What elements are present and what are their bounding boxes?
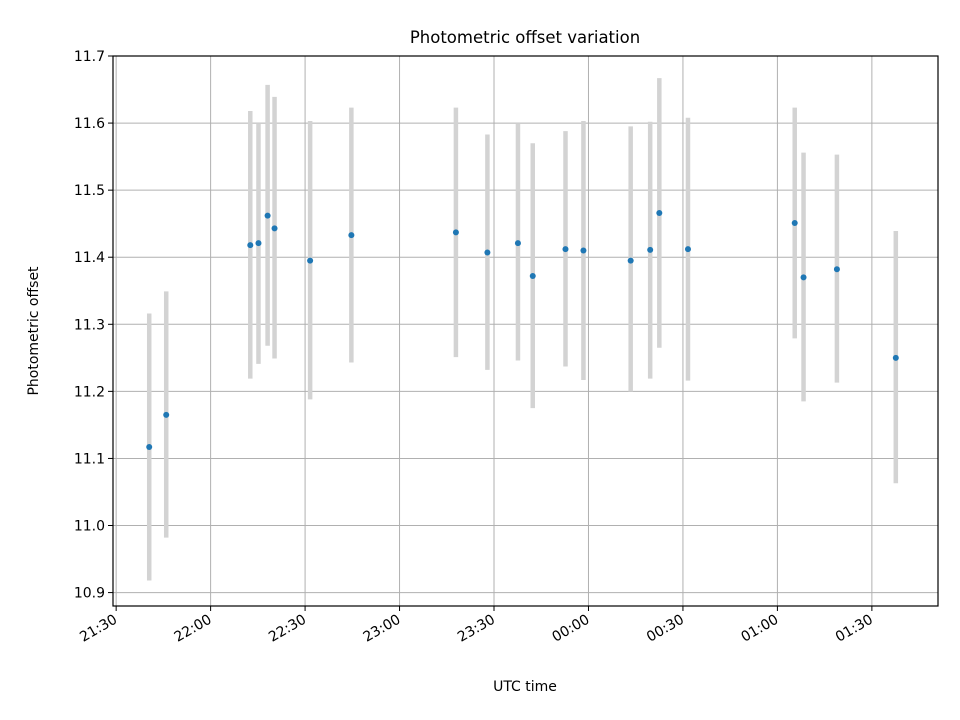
plot-frame <box>112 55 939 607</box>
chart-title: Photometric offset variation <box>410 28 640 47</box>
data-point <box>647 246 654 253</box>
data-point <box>656 209 663 216</box>
y-tick-label: 11.4 <box>74 250 105 266</box>
data-point <box>684 246 691 253</box>
data-point <box>529 273 536 279</box>
y-tick-label: 11.0 <box>74 519 105 535</box>
data-point <box>163 411 170 418</box>
data-point <box>484 249 491 256</box>
data-point <box>247 242 254 249</box>
y-tick-label: 11.2 <box>74 384 105 400</box>
data-point <box>562 246 569 253</box>
y-tick-label: 11.3 <box>74 317 105 333</box>
y-tick-label: 10.9 <box>74 586 105 602</box>
x-axis-label: UTC time <box>493 679 557 695</box>
data-point <box>627 257 634 264</box>
data-point <box>833 266 840 273</box>
data-point <box>452 229 459 236</box>
data-point <box>892 354 899 361</box>
data-point <box>255 240 262 247</box>
data-point <box>514 240 521 247</box>
data-point <box>307 257 314 264</box>
data-point <box>271 225 278 232</box>
data-point <box>800 274 807 281</box>
y-tick-label: 11.6 <box>74 116 105 132</box>
data-point <box>146 444 153 451</box>
y-tick-label: 11.1 <box>74 451 105 467</box>
y-tick-label: 11.7 <box>74 49 105 65</box>
data-points <box>146 209 899 451</box>
data-point <box>264 212 271 219</box>
data-point <box>791 220 798 227</box>
data-point <box>348 232 355 239</box>
data-point <box>580 247 587 254</box>
y-tick-label: 11.5 <box>74 183 105 199</box>
y-axis-label: Photometric offset <box>26 266 42 396</box>
